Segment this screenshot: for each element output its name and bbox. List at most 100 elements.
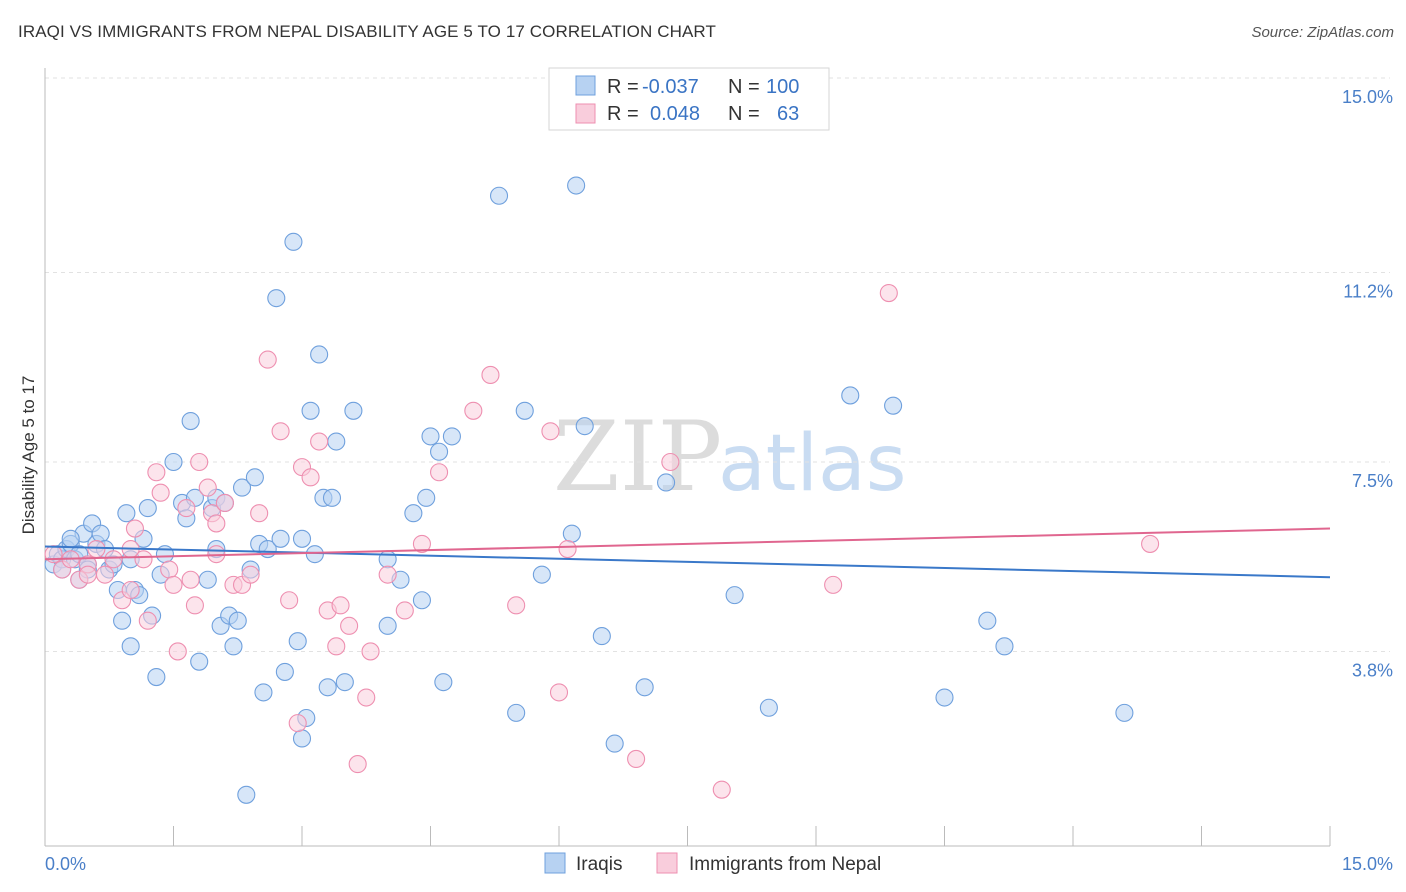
tick-labels: 3.8% 7.5% 11.2% 15.0% 0.0% 15.0% (45, 87, 1393, 874)
x-tick-label-0: 0.0% (45, 854, 86, 874)
point-iraqis-82 (635, 678, 654, 697)
point-nepal-52 (549, 683, 569, 702)
axes (44, 68, 1331, 847)
point-nepal-47 (430, 463, 449, 482)
point-nepal-9 (121, 580, 140, 600)
legend-r-value-1: -0.037 (642, 76, 699, 98)
legend-bottom: Iraqis Immigrants from Nepal (544, 852, 881, 875)
legend-n-label-2: N = (728, 103, 760, 125)
chart-source: Source: ZipAtlas.com (1251, 24, 1394, 41)
legend-top: R = -0.037 N = 100 R = 0.048 N = 63 (548, 67, 830, 131)
point-nepal-29 (250, 504, 269, 523)
point-nepal-36 (310, 432, 329, 451)
point-nepal-20 (185, 596, 204, 615)
point-iraqis-83 (657, 473, 676, 492)
legend-swatch-iraqis (575, 75, 596, 96)
point-iraqis-57 (310, 345, 329, 364)
point-iraqis-80 (592, 627, 611, 646)
point-iraqis-40 (228, 611, 247, 630)
point-iraqis-76 (532, 565, 551, 584)
point-iraqis-17 (117, 504, 136, 523)
point-iraqis-78 (567, 176, 586, 195)
y-axis-title: Disability Age 5 to 17 (19, 376, 38, 535)
legend-n-value-1: 100 (766, 76, 799, 98)
point-nepal-12 (138, 611, 157, 630)
point-nepal-53 (558, 539, 577, 559)
point-iraqis-52 (288, 632, 307, 651)
point-nepal-54 (627, 749, 646, 769)
point-iraqis-32 (190, 652, 209, 671)
point-nepal-55 (661, 452, 680, 472)
legend-n-label-1: N = (728, 76, 760, 98)
point-nepal-44 (378, 565, 397, 584)
trend-lines (44, 527, 1331, 579)
point-nepal-14 (151, 483, 170, 502)
point-nepal-13 (147, 463, 166, 482)
point-nepal-35 (301, 468, 320, 487)
point-iraqis-66 (404, 504, 423, 523)
point-iraqis-75 (515, 401, 534, 420)
y-tick-label-2: 11.2% (1343, 282, 1393, 302)
point-nepal-59 (1141, 534, 1160, 553)
point-nepal-19 (181, 570, 200, 589)
point-iraqis-63 (344, 401, 363, 420)
point-iraqis-68 (417, 488, 436, 507)
point-iraqis-85 (759, 698, 778, 717)
legend-r-label-1: R = (607, 76, 639, 98)
point-iraqis-93 (61, 529, 80, 548)
point-nepal-50 (507, 596, 526, 615)
point-iraqis-62 (335, 673, 354, 692)
point-nepal-49 (481, 365, 500, 385)
point-iraqis-86 (841, 386, 860, 405)
point-iraqis-24 (147, 667, 166, 687)
point-iraqis-55 (301, 401, 320, 420)
point-iraqis-53 (292, 729, 312, 748)
point-nepal-33 (288, 714, 307, 733)
point-iraqis-33 (198, 570, 217, 589)
point-iraqis-16 (113, 611, 132, 630)
point-nepal-41 (348, 755, 367, 774)
point-iraqis-51 (284, 232, 303, 251)
point-iraqis-72 (442, 427, 461, 446)
point-iraqis-46 (254, 683, 273, 702)
point-iraqis-87 (884, 396, 903, 415)
point-nepal-28 (241, 565, 260, 584)
point-iraqis-39 (224, 637, 243, 656)
point-iraqis-79 (575, 417, 594, 436)
legend-box (548, 67, 830, 131)
point-iraqis-73 (489, 186, 509, 205)
point-iraqis-49 (271, 529, 290, 548)
point-iraqis-22 (138, 499, 157, 518)
legend-n-value-2: 63 (777, 103, 799, 125)
point-iraqis-60 (322, 488, 342, 507)
point-iraqis-44 (245, 468, 264, 487)
point-nepal-7 (104, 550, 123, 569)
legend-r-value-2: 0.048 (650, 103, 700, 125)
point-nepal-56 (712, 780, 731, 799)
point-iraqis-89 (978, 611, 997, 630)
point-iraqis-42 (237, 785, 256, 804)
point-iraqis-61 (327, 432, 346, 451)
point-iraqis-64 (378, 616, 397, 635)
point-iraqis-11 (91, 524, 110, 543)
series-nepal (44, 283, 1160, 799)
point-nepal-21 (190, 452, 209, 472)
point-nepal-45 (395, 601, 414, 620)
point-nepal-16 (164, 575, 183, 594)
point-iraqis-88 (935, 688, 954, 707)
point-nepal-15 (160, 560, 179, 579)
point-nepal-39 (331, 596, 350, 615)
point-nepal-32 (280, 591, 299, 610)
point-iraqis-48 (267, 289, 286, 308)
grid-lines (45, 77, 1390, 652)
point-nepal-58 (879, 283, 898, 303)
point-iraqis-69 (421, 427, 440, 446)
point-iraqis-91 (1115, 703, 1134, 722)
point-iraqis-98 (292, 529, 312, 548)
point-iraqis-18 (121, 637, 140, 656)
trend-line-iraqis (44, 545, 1331, 579)
point-iraqis-90 (995, 637, 1014, 656)
point-iraqis-74 (507, 703, 526, 722)
bottom-legend-iraqis: Iraqis (576, 854, 622, 875)
